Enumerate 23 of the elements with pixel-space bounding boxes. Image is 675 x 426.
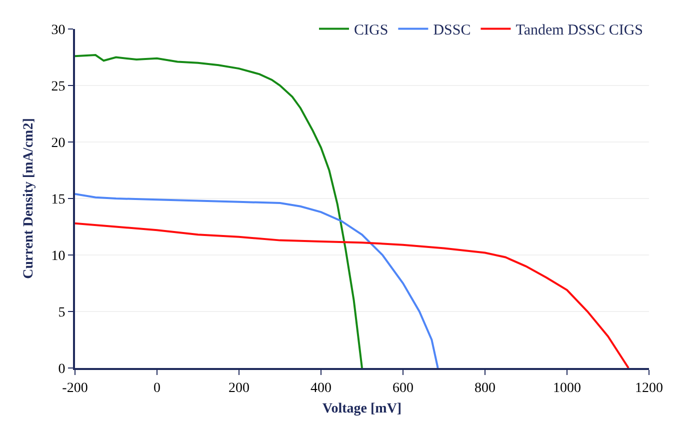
y-tick-label: 5 (58, 305, 66, 320)
x-tick-label: -200 (62, 380, 88, 396)
line-series (75, 222, 630, 368)
legend-label: DSSC (433, 22, 471, 39)
x-tick-label: 400 (310, 380, 332, 396)
y-tick-label: 20 (51, 136, 66, 151)
y-tick-label: 10 (51, 248, 66, 264)
x-tick-label: 800 (474, 380, 496, 396)
x-tick-label: 0 (154, 380, 160, 396)
y-axis-title: Current Density [mA/cm2] (21, 118, 36, 279)
x-axis-title: Voltage [mV] (322, 402, 402, 417)
line-series (75, 192, 439, 368)
x-tick-label: 1000 (553, 380, 581, 396)
y-tick-label: 0 (58, 362, 66, 377)
x-tick-label: 200 (228, 380, 250, 396)
y-tick-label: 25 (51, 79, 66, 94)
line-series (75, 54, 363, 368)
x-tick-label: 600 (392, 380, 414, 396)
legend-label: CIGS (354, 22, 388, 39)
x-tick-label: 1200 (635, 380, 663, 396)
legend-label: Tandem DSSC CIGS (516, 22, 644, 39)
y-tick-label: 30 (51, 22, 66, 38)
y-tick-label: 15 (51, 192, 66, 208)
